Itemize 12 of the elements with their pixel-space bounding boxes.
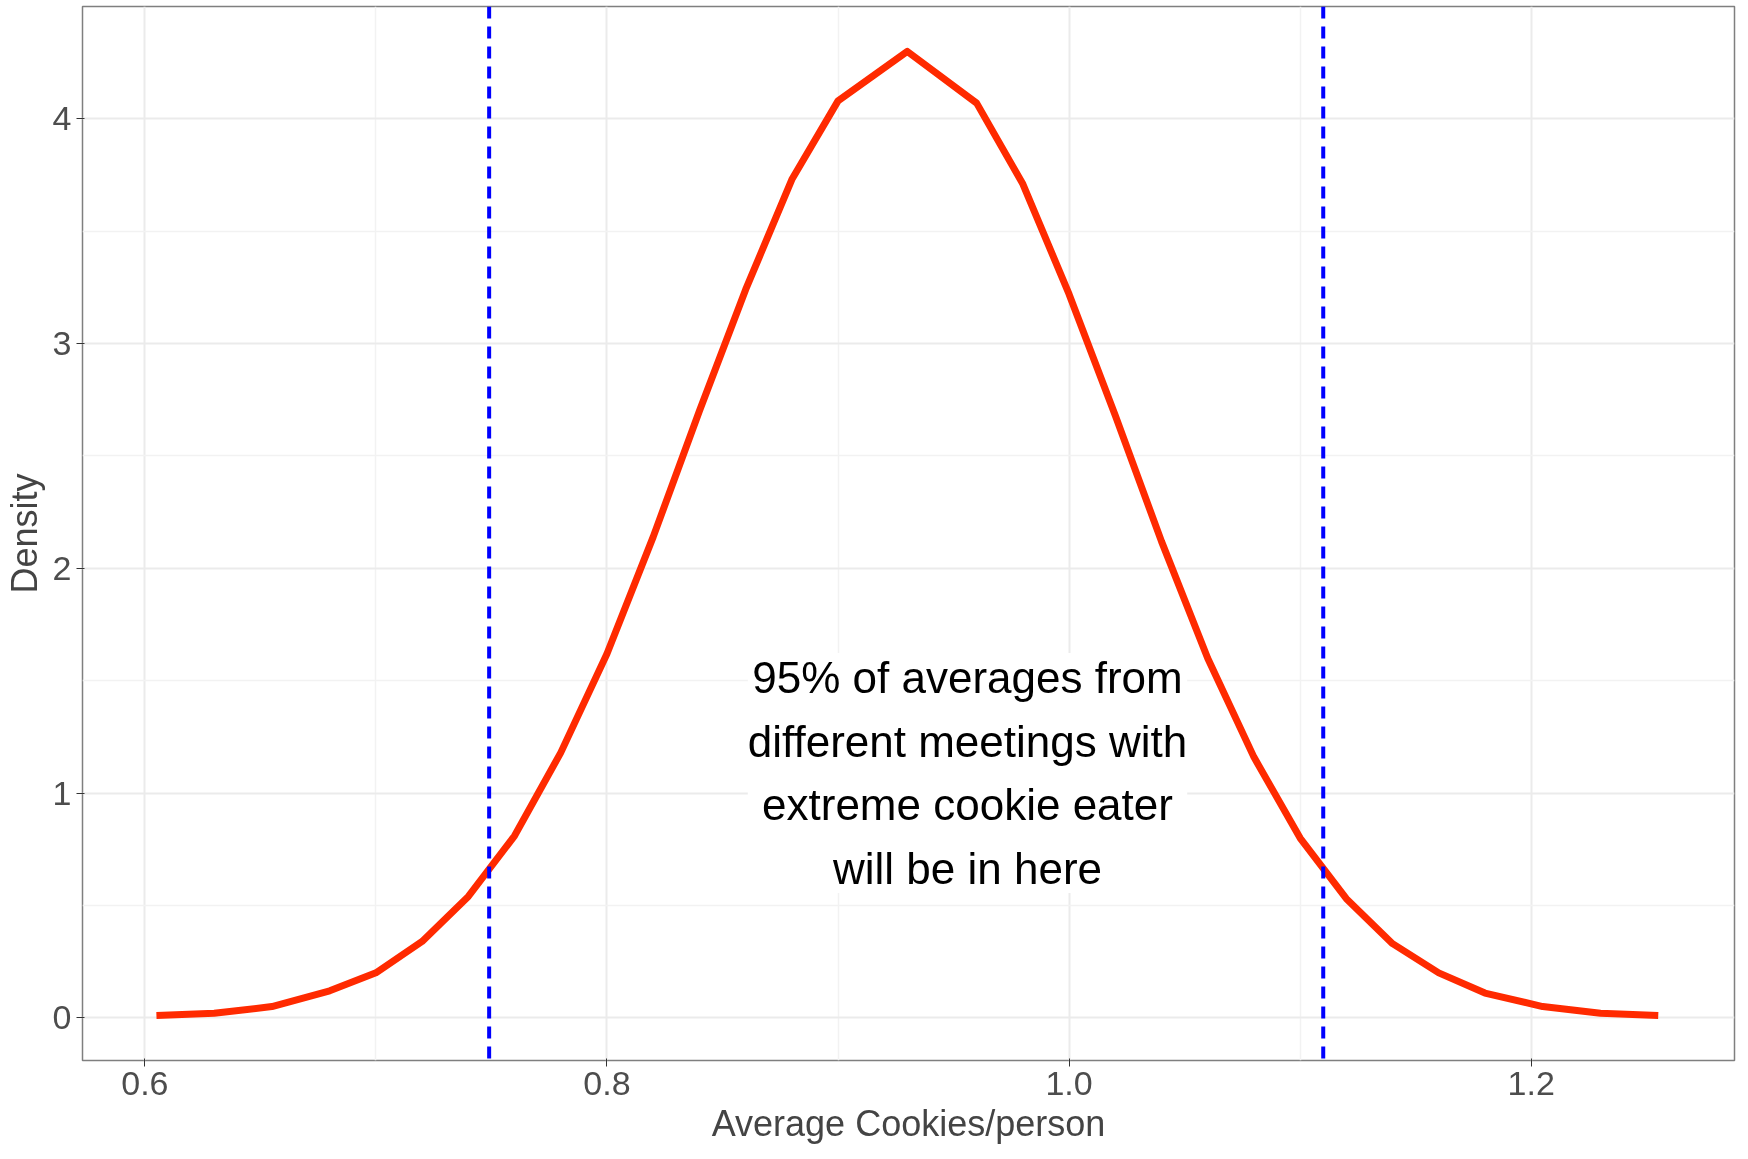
y-tick-label: 3 xyxy=(52,324,72,363)
x-tick-label: 1.2 xyxy=(1507,1063,1555,1102)
y-tick-label: 1 xyxy=(52,773,72,812)
x-tick-label: 0.6 xyxy=(121,1063,169,1102)
y-axis-title: Density xyxy=(3,473,45,594)
y-tick-label: 0 xyxy=(52,998,72,1037)
annotation: 95% of averages from different meetings with extreme cookie eater will be in here xyxy=(747,652,1188,894)
x-tick-label: 1.0 xyxy=(1045,1063,1093,1102)
x-axis-title: Average Cookies/person xyxy=(711,1102,1106,1144)
x-tick-label: 0.8 xyxy=(583,1063,631,1102)
y-tick-label: 4 xyxy=(52,99,72,138)
y-tick-label: 2 xyxy=(52,548,72,587)
